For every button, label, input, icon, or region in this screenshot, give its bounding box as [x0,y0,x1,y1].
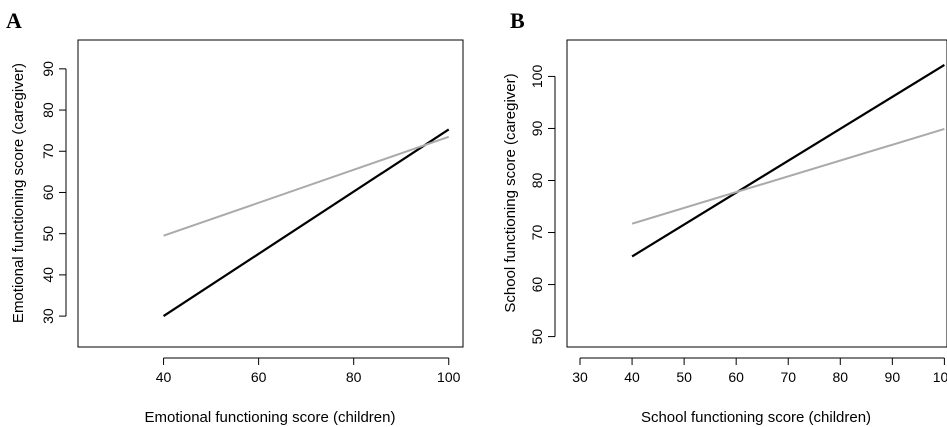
y-tick-label: 90 [40,61,56,77]
x-tick-label: 100 [933,369,947,385]
plot-frame-a [77,39,464,348]
panel-label-b: B [510,8,525,33]
chart-panel-b: B 30 40 50 60 70 80 90 100 50 60 70 80 90 100 School… [502,8,947,426]
x-tick-label: 60 [728,369,744,385]
y-tick-label: 60 [40,184,56,200]
y-tick-label: 100 [529,65,545,89]
y-axis-b: 50 60 70 80 90 100 [529,65,556,345]
series-lines-b [631,64,945,258]
y-tick-label: 50 [40,226,56,242]
x-axis-a: 40 60 80 100 [156,357,461,385]
x-tick-label: 100 [437,369,461,385]
x-tick-label: 90 [885,369,901,385]
y-tick-label: 80 [529,172,545,188]
y-tick-label: 60 [529,277,545,293]
x-axis-label-a: Emotional functioning score (children) [145,409,396,426]
series-line-1 [631,64,945,258]
y-tick-label: 40 [40,267,56,283]
x-tick-label: 50 [676,369,692,385]
series-line-2 [163,135,450,237]
y-axis-label-a: Emotional functioning score (caregiver) [10,63,27,323]
y-tick-label: 30 [40,308,56,324]
series-line-1 [162,128,450,318]
y-tick-label: 90 [529,120,545,136]
x-tick-label: 60 [251,369,267,385]
plot-frame-b [566,39,947,348]
series-line-2 [631,128,945,225]
x-axis-label-b: School functioning score (children) [641,409,871,426]
panel-label-a: A [6,8,22,33]
x-tick-label: 40 [156,369,172,385]
chart-panel-a: A 40 60 80 100 30 40 50 60 70 80 90 Emotional fun… [6,8,464,426]
x-tick-label: 70 [780,369,796,385]
y-axis-label-b: School functioning score (caregiver) [502,73,519,312]
y-tick-label: 70 [40,143,56,159]
x-tick-label: 80 [832,369,848,385]
x-tick-label: 80 [346,369,362,385]
x-axis-b: 30 40 50 60 70 80 90 100 [572,357,947,385]
y-tick-label: 70 [529,225,545,241]
x-tick-label: 40 [624,369,640,385]
x-tick-label: 30 [572,369,588,385]
series-lines-a [162,128,450,318]
y-axis-a: 30 40 50 60 70 80 90 [40,61,67,324]
y-tick-label: 80 [40,102,56,118]
y-tick-label: 50 [529,329,545,345]
